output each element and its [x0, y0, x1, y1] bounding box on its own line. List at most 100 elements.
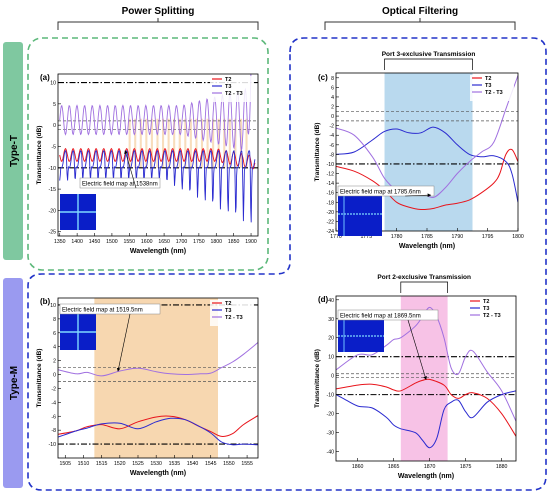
highlight-band — [139, 118, 142, 168]
y-tick-label: 8 — [331, 76, 334, 82]
legend-entry: T3 — [483, 306, 489, 312]
y-axis-label: Transmittance (dB) — [36, 126, 43, 185]
y-tick-label: -8 — [51, 428, 56, 434]
y-axis-label: Transmittance (dB) — [314, 123, 321, 182]
row-label-type-t: Type-T — [9, 135, 20, 167]
highlight-band — [128, 118, 131, 168]
y-tick-label: 8 — [53, 317, 56, 323]
y-tick-label: -6 — [329, 143, 334, 149]
y-tick-label: -10 — [327, 162, 335, 168]
series-t3-line — [58, 417, 258, 446]
field-map-annotation: Electric field map at 1519.5nm — [62, 308, 143, 314]
x-tick-label: 1540 — [187, 461, 199, 467]
legend-box — [210, 76, 254, 102]
y-tick-label: 10 — [50, 81, 56, 87]
x-tick-label: 1880 — [496, 464, 508, 470]
legend-entry: T2 - T3 — [485, 90, 503, 96]
y-tick-label: 20 — [328, 336, 334, 342]
x-tick-label: 1515 — [96, 461, 108, 467]
x-tick-label: 1555 — [241, 461, 253, 467]
annotation-arrow — [407, 319, 427, 381]
row-label-type-m: Type-M — [9, 366, 20, 400]
y-tick-label: -15 — [49, 187, 57, 193]
legend-entry: T2 — [483, 299, 489, 305]
series-t3-line — [59, 149, 256, 223]
green-dashed-region — [27, 37, 269, 271]
highlight-band — [94, 298, 218, 458]
header-bracket-power — [57, 18, 259, 30]
x-axis-label: Wavelength (nm) — [130, 470, 186, 477]
y-tick-label: -16 — [327, 191, 335, 197]
x-axis-label: Wavelength (nm) — [398, 473, 454, 480]
x-tick-label: 1875 — [460, 464, 472, 470]
highlight-band — [245, 118, 248, 168]
highlight-band — [150, 118, 153, 168]
x-tick-label: 1650 — [158, 239, 170, 245]
series-t2-line — [59, 147, 256, 170]
x-tick-label: 1520 — [114, 461, 126, 467]
panel-title-bracket — [400, 281, 448, 293]
blue-dashed-region — [27, 37, 547, 491]
y-tick-label: 4 — [53, 345, 56, 351]
legend-entry: T2 — [225, 301, 231, 307]
highlight-band — [184, 118, 187, 168]
field-map-annotation-box — [59, 303, 161, 315]
x-tick-label: 1795 — [482, 234, 494, 240]
legend-box — [468, 298, 512, 324]
panel-b-chart: (b) 1505 1510 1515 1520 1525 1530 1535 1540 1545 1… — [36, 297, 259, 477]
plot-area — [58, 298, 258, 458]
y-tick-label: 2 — [53, 359, 56, 365]
x-tick-label: 1500 — [106, 239, 118, 245]
panel-title: Port 3-exclusive Transmission — [382, 51, 476, 58]
plot-area — [58, 74, 258, 223]
x-tick-label: 1600 — [141, 239, 153, 245]
highlight-band — [173, 118, 176, 168]
field-map-annotation-box — [337, 185, 435, 197]
legend-entry: T3 — [225, 308, 231, 314]
x-tick-label: 1785 — [421, 234, 433, 240]
y-tick-label: 0 — [331, 114, 334, 120]
x-tick-label: 1400 — [71, 239, 83, 245]
legend-entry: T2 - T3 — [483, 313, 501, 319]
y-tick-label: 0 — [53, 123, 56, 129]
highlight-band — [400, 296, 448, 461]
y-tick-label: -25 — [49, 230, 57, 236]
x-tick-label: 1800 — [512, 234, 524, 240]
series-t3-line — [336, 126, 518, 203]
x-tick-label: 1790 — [452, 234, 464, 240]
y-tick-label: -20 — [327, 210, 335, 216]
field-map-annotation-box — [79, 177, 161, 189]
highlight-band — [206, 118, 209, 168]
y-tick-label: 10 — [50, 303, 56, 309]
y-tick-label: 4 — [331, 95, 334, 101]
row-label-bg-type-m — [3, 278, 23, 488]
legend-entry: T2 - T3 — [225, 91, 243, 97]
field-map-annotation-box — [337, 309, 439, 321]
x-axis-label: Wavelength (nm) — [130, 248, 186, 255]
legend-entry: T3 — [485, 83, 491, 89]
highlight-band — [189, 118, 192, 168]
y-tick-label: -6 — [51, 414, 56, 420]
highlight-band — [228, 118, 231, 168]
series-t2-line — [336, 378, 516, 437]
row-label-bg-type-t — [3, 42, 23, 260]
x-tick-label: 1525 — [132, 461, 144, 467]
highlight-band — [156, 118, 159, 168]
legend-entry: T2 — [225, 77, 231, 83]
y-tick-label: 0 — [53, 373, 56, 379]
x-tick-label: 1865 — [388, 464, 400, 470]
field-map-annotation: Electric field map at 1538nm — [82, 182, 158, 188]
y-tick-label: -22 — [327, 219, 335, 225]
x-tick-label: 1545 — [205, 461, 217, 467]
panel-a-chart: (a) 1350 1400 1450 1500 1550 1600 1650 1700 1750 1… — [36, 73, 259, 255]
axes-frame — [57, 297, 259, 459]
y-tick-label: 40 — [328, 298, 334, 304]
highlight-band — [223, 118, 226, 168]
highlight-band — [212, 118, 215, 168]
y-tick-label: -40 — [327, 450, 335, 456]
y-tick-label: -2 — [329, 124, 334, 130]
panel-d-chart: (d) 1860 1865 1870 1875 1880 -40 -30 -20 -10 0 10 20… — [314, 274, 517, 480]
